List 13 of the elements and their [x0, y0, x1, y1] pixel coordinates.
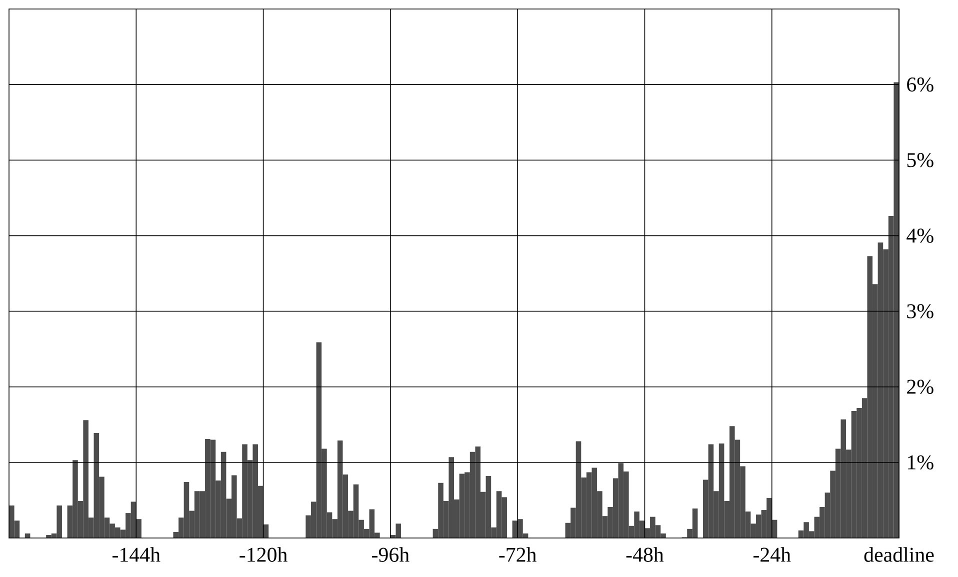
y-tick-label: 3%: [907, 304, 934, 318]
y-tick-label: 1%: [908, 455, 934, 470]
x-tick-label: -144h: [112, 547, 160, 562]
x-tick-label: -120h: [240, 547, 288, 562]
y-tick-label: 5%: [907, 153, 934, 168]
x-tick-label: deadline: [864, 547, 934, 562]
x-tick-label: -72h: [499, 547, 536, 562]
x-tick-label: -48h: [626, 547, 664, 562]
y-tick-label: 4%: [906, 228, 934, 243]
x-tick-label: -24h: [753, 547, 791, 562]
y-tick-label: 6%: [907, 77, 934, 92]
x-tick-label: -96h: [372, 547, 410, 562]
y-tick-label: 2%: [907, 380, 934, 394]
